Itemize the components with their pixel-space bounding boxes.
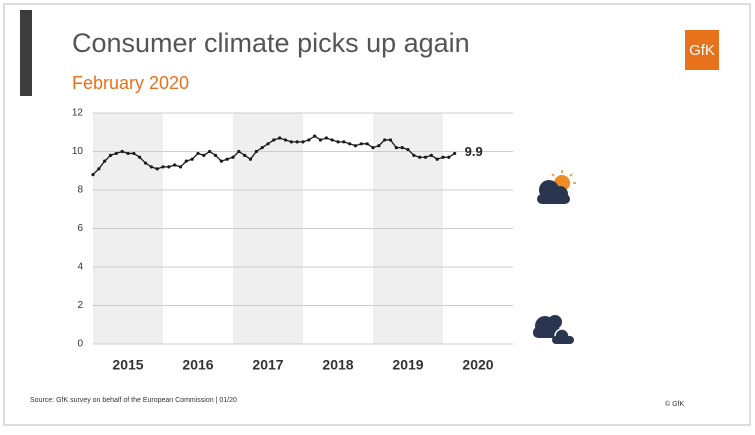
y-tick-label: 4 <box>77 262 83 273</box>
source-note: Source: GfK survey on behalf of the Euro… <box>30 397 237 404</box>
plot: 2015 2016 2017 2018 2019 2020 0 2 4 6 8 10 12 9.9 <box>72 108 513 373</box>
logo: GfK <box>689 42 715 59</box>
y-tick-label: 6 <box>77 223 83 234</box>
x-tick-label: 2015 <box>112 357 143 373</box>
data-point <box>231 155 235 159</box>
data-point <box>307 138 311 142</box>
data-point <box>155 167 159 171</box>
data-point <box>143 161 148 165</box>
data-point <box>272 138 276 142</box>
data-point <box>336 140 340 144</box>
data-point <box>359 142 363 146</box>
sunny-cloud-icon <box>537 170 576 204</box>
data-point <box>388 138 393 142</box>
data-point <box>365 142 369 146</box>
data-point <box>383 138 387 142</box>
data-point <box>208 149 212 154</box>
last-value-label: 9.9 <box>465 144 483 159</box>
data-point <box>447 155 451 159</box>
data-point <box>371 146 375 150</box>
data-point <box>91 173 95 177</box>
y-tick-label: 8 <box>77 185 83 196</box>
x-tick-label: 2017 <box>252 357 283 373</box>
data-point <box>394 146 398 150</box>
data-point <box>190 157 194 161</box>
data-point <box>103 159 107 163</box>
x-tick-label: 2018 <box>322 357 353 373</box>
data-point <box>295 140 299 144</box>
data-point <box>149 165 153 169</box>
data-point <box>126 151 130 156</box>
data-point <box>418 155 422 159</box>
data-point <box>324 136 328 140</box>
data-point <box>248 157 253 161</box>
y-tick-label: 2 <box>77 300 83 311</box>
data-point <box>196 151 200 156</box>
data-point <box>406 147 410 152</box>
data-point <box>301 140 305 144</box>
data-point <box>435 157 439 161</box>
data-point <box>453 151 457 156</box>
accent-bar <box>20 10 32 96</box>
x-tick-label: 2016 <box>182 357 213 373</box>
data-point <box>114 151 118 156</box>
data-point <box>400 146 404 150</box>
data-point <box>219 159 223 163</box>
y-tick-label: 12 <box>72 108 84 119</box>
data-point <box>202 153 206 157</box>
data-point <box>120 149 124 154</box>
data-point <box>108 153 113 157</box>
data-point <box>173 163 177 167</box>
data-point <box>132 151 136 156</box>
slide-subtitle: February 2020 <box>72 73 189 93</box>
dark-cloud-icon <box>533 315 574 344</box>
data-point <box>278 136 282 140</box>
data-point <box>254 149 258 154</box>
x-tick-label: 2019 <box>392 357 423 373</box>
data-point <box>237 149 241 154</box>
data-point <box>266 142 270 146</box>
data-point <box>342 140 346 144</box>
data-point <box>138 155 142 159</box>
data-point <box>283 138 288 142</box>
data-point <box>225 157 229 161</box>
data-point <box>441 155 445 159</box>
data-point <box>353 144 358 148</box>
data-point <box>348 142 352 146</box>
data-point <box>313 134 317 138</box>
data-point <box>167 165 171 169</box>
y-tick-label: 0 <box>77 339 83 350</box>
data-point <box>161 165 165 169</box>
data-point <box>330 138 334 142</box>
data-point <box>423 155 428 159</box>
data-point <box>97 167 101 171</box>
slide-title: Consumer climate picks up again <box>72 28 470 58</box>
data-point <box>318 138 323 142</box>
y-tick-label: 10 <box>72 146 84 157</box>
data-point <box>429 153 433 157</box>
copyright: © GfK <box>665 400 684 408</box>
data-point <box>184 159 188 163</box>
data-point <box>260 146 264 150</box>
data-point <box>178 165 183 169</box>
data-point <box>289 140 293 144</box>
data-point <box>243 153 247 157</box>
data-point <box>213 153 218 157</box>
data-point <box>412 153 416 157</box>
data-point <box>377 144 381 148</box>
x-tick-label: 2020 <box>462 357 493 373</box>
logo-box <box>685 30 719 70</box>
